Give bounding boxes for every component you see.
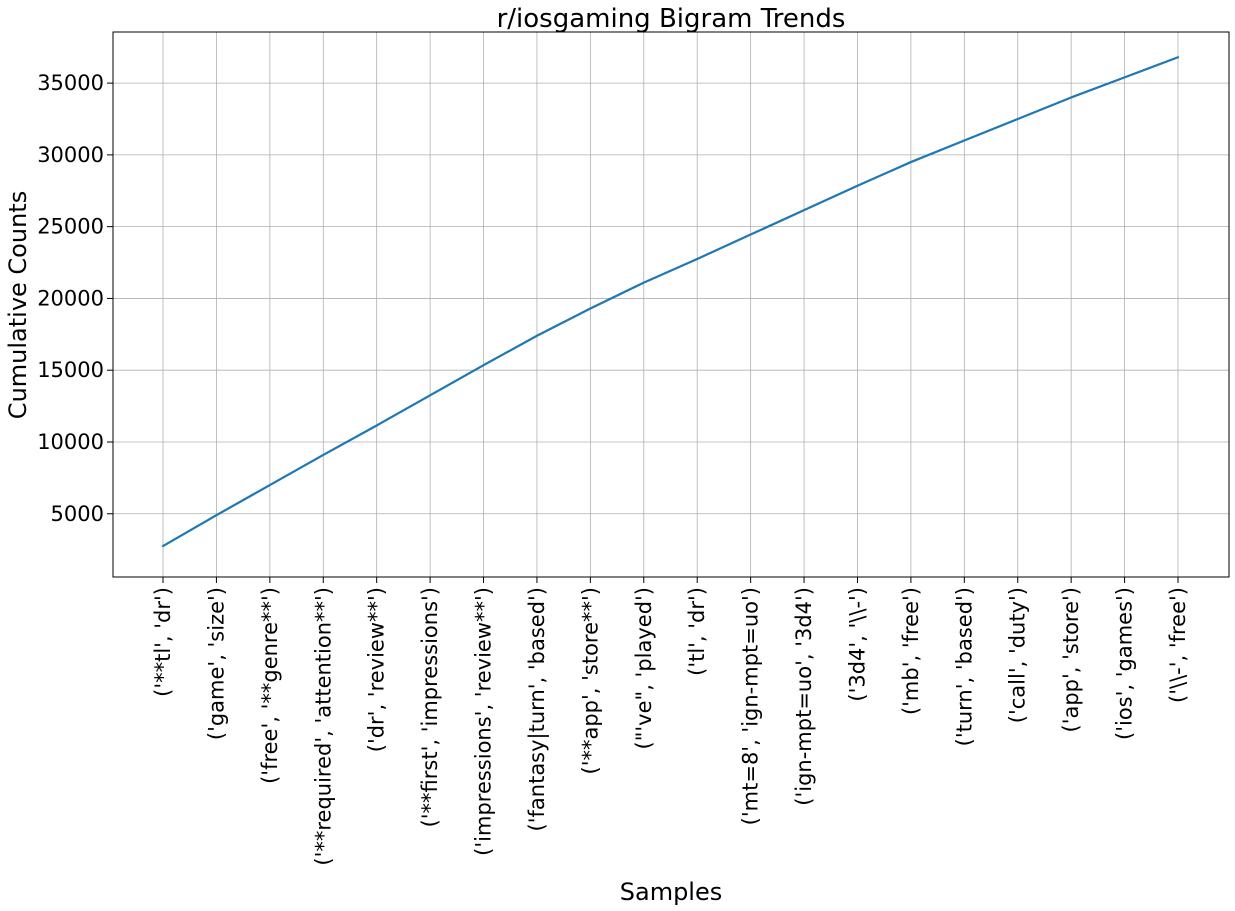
x-tick-label: ('dr', 'review**') — [365, 587, 389, 752]
y-axis-label: Cumulative Counts — [4, 191, 32, 419]
x-tick-label: ('call', 'duty') — [1006, 587, 1030, 723]
x-tick-label: ('app', 'store') — [1059, 587, 1083, 732]
y-axis-ticks: 5000 10000 15000 20000 25000 30000 35000 — [37, 71, 113, 526]
x-tick-label: ('ios', 'games') — [1113, 587, 1137, 740]
x-tick-label: ('mt=8', 'ign-mpt=uo') — [739, 587, 763, 825]
y-tick-label: 15000 — [37, 358, 104, 382]
grid-lines — [113, 32, 1229, 577]
x-tick-label: ('ign-mpt=uo', '3d4') — [792, 587, 816, 806]
plot-area-frame — [112, 31, 1230, 578]
x-tick-label: ('game', 'size') — [204, 587, 228, 740]
x-axis-ticks: ('**tl', 'dr') ('game', 'size') ('free', '… — [151, 577, 1190, 866]
x-tick-label: ('mb', 'free') — [899, 587, 923, 715]
x-tick-label: ('**required', 'attention**') — [311, 587, 335, 866]
y-tick-label: 35000 — [37, 71, 104, 95]
x-axis-label: Samples — [620, 878, 723, 906]
x-tick-label: ('turn', 'based') — [952, 587, 976, 746]
x-tick-label: ("'ve", 'played') — [632, 587, 656, 749]
x-tick-label: ('fantasy|turn', 'based') — [525, 587, 550, 831]
y-tick-label: 20000 — [37, 286, 104, 310]
x-tick-label: ('3d4', '\\-') — [845, 587, 869, 702]
y-tick-label: 25000 — [37, 215, 104, 239]
y-tick-label: 30000 — [37, 143, 104, 167]
x-tick-label: ('impressions', 'review**') — [472, 587, 496, 856]
x-tick-label: ('**app', 'store**') — [578, 587, 602, 774]
x-tick-label: ('**tl', 'dr') — [151, 587, 175, 697]
chart-title: r/iosgaming Bigram Trends — [497, 4, 846, 34]
x-tick-label: ('\\-', 'free') — [1166, 587, 1190, 703]
series-layer — [161, 56, 1180, 548]
x-tick-label: ('**first', 'impressions') — [418, 587, 442, 827]
series-line — [161, 56, 1180, 548]
y-tick-label: 10000 — [37, 430, 104, 454]
x-tick-label: ('free', '**genre**') — [258, 587, 282, 784]
x-tick-label: ('tl', 'dr') — [685, 587, 709, 676]
y-tick-label: 5000 — [51, 502, 104, 526]
